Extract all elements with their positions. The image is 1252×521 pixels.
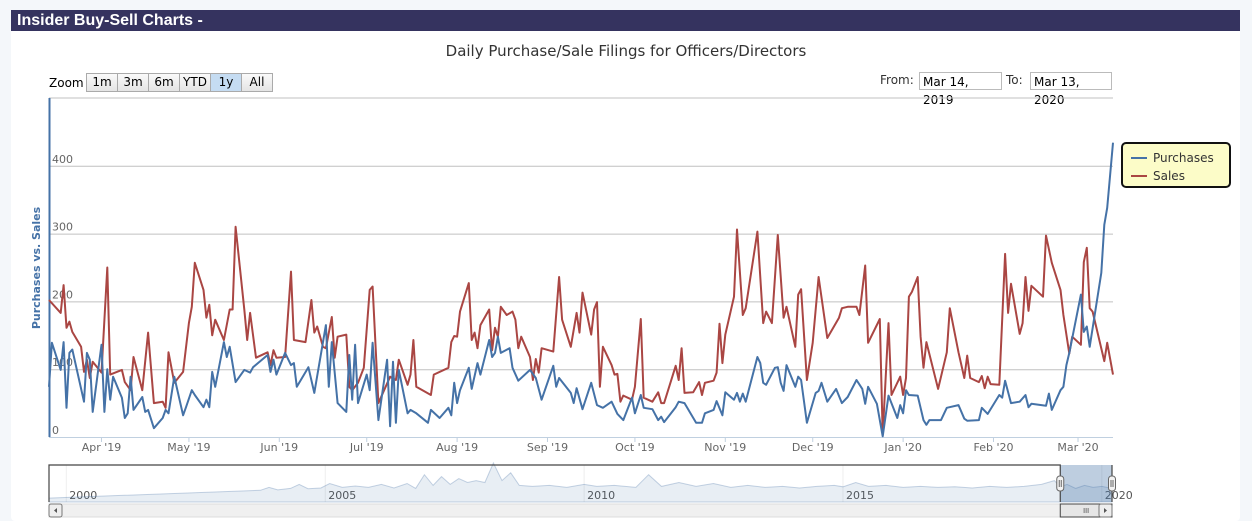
y-tick-label: 300 xyxy=(52,221,73,234)
to-date-input[interactable]: Mar 13, 2020 xyxy=(1030,72,1112,107)
y-tick-label: 400 xyxy=(52,153,73,166)
x-tick-label: Sep '19 xyxy=(527,441,568,454)
scrollbar-track[interactable] xyxy=(48,503,1113,518)
purchases-line-icon xyxy=(1131,157,1147,159)
navigator-year-label: 2005 xyxy=(328,489,356,502)
navigator-area xyxy=(48,461,1113,503)
zoom-all-button[interactable]: All xyxy=(241,73,273,92)
arrow-right-icon xyxy=(1104,508,1107,513)
zoom-1m-button[interactable]: 1m xyxy=(86,73,118,92)
y-axis-title: Purchases vs. Sales xyxy=(30,206,43,329)
zoom-ytd-button[interactable]: YTD xyxy=(179,73,211,92)
x-tick-label: Apr '19 xyxy=(82,441,122,454)
x-tick-label: Jul '19 xyxy=(349,441,384,454)
x-tick-label: Nov '19 xyxy=(704,441,746,454)
from-label: From: xyxy=(880,73,914,87)
legend-item-purchases[interactable]: Purchases xyxy=(1131,151,1214,165)
navigator-year-label: 2000 xyxy=(69,489,97,502)
legend-label-sales: Sales xyxy=(1153,169,1185,183)
legend-item-sales[interactable]: Sales xyxy=(1131,169,1185,183)
navigator-right-handle[interactable] xyxy=(1108,475,1116,492)
x-tick-label: Jun '19 xyxy=(259,441,298,454)
navigator-selection[interactable] xyxy=(1060,465,1112,502)
navigator-left-handle[interactable] xyxy=(1056,475,1065,492)
zoom-buttons: 1m 3m 6m YTD 1y All xyxy=(86,73,273,92)
to-label: To: xyxy=(1006,73,1023,87)
series-line-purchases xyxy=(48,142,1114,438)
zoom-label: Zoom xyxy=(49,76,84,90)
navigator-background xyxy=(49,465,1112,502)
series-line-sales xyxy=(48,225,1114,436)
navigator-year-label: 2015 xyxy=(846,489,874,502)
navigator[interactable]: 20002005201020152020 xyxy=(48,461,1133,518)
x-tick-label: Mar '20 xyxy=(1057,441,1098,454)
zoom-6m-button[interactable]: 6m xyxy=(148,73,180,92)
legend: Purchases Sales xyxy=(1121,142,1231,188)
x-tick-label: Dec '19 xyxy=(792,441,834,454)
page-header: Insider Buy-Sell Charts - xyxy=(11,10,1240,31)
sales-line-icon xyxy=(1131,175,1147,177)
navigator-year-label: 2010 xyxy=(587,489,615,502)
chart-panel xyxy=(11,31,1240,521)
x-tick-label: Feb '20 xyxy=(973,441,1013,454)
header-title: Insider Buy-Sell Charts - xyxy=(17,12,203,29)
arrow-left-icon xyxy=(54,508,57,513)
x-tick-label: Aug '19 xyxy=(436,441,478,454)
legend-label-purchases: Purchases xyxy=(1153,151,1214,165)
y-tick-label: 0 xyxy=(52,424,59,437)
x-tick-label: May '19 xyxy=(167,441,210,454)
x-tick-label: Jan '20 xyxy=(883,441,921,454)
chart-title: Daily Purchase/Sale Filings for Officers… xyxy=(445,42,807,60)
from-date-input[interactable]: Mar 14, 2019 xyxy=(919,72,1002,107)
x-tick-label: Oct '19 xyxy=(615,441,655,454)
